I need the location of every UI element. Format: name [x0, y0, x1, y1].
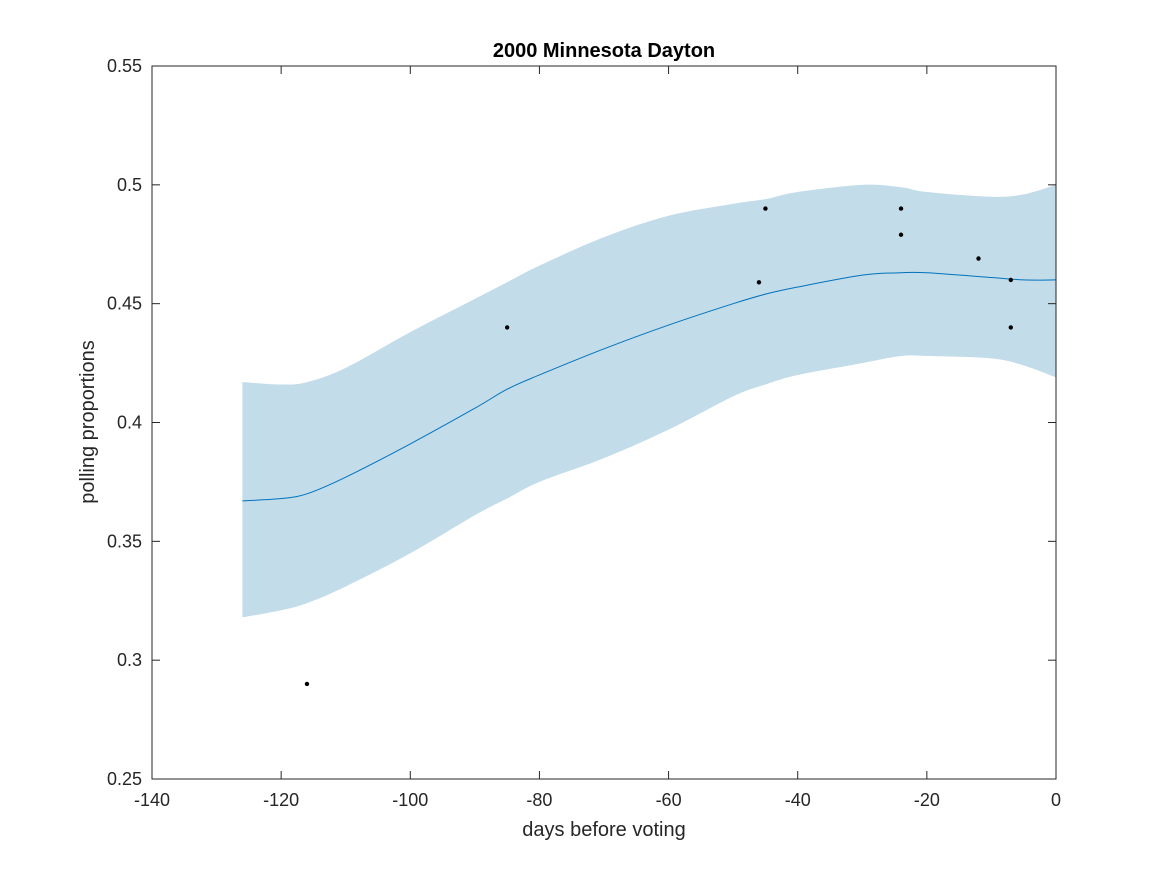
- x-tick-label: -120: [263, 790, 299, 810]
- y-tick-label: 0.45: [107, 294, 142, 314]
- poll-point: [756, 280, 762, 285]
- chart-title: 2000 Minnesota Dayton: [493, 40, 715, 62]
- poll-point: [1008, 325, 1013, 330]
- y-axis: 0.25 0.3 0.35 0.4 0.45 0.5 0.55: [107, 56, 1056, 789]
- poll-point: [976, 256, 981, 261]
- poll-point: [763, 206, 768, 211]
- x-axis-label: days before voting: [522, 819, 685, 841]
- poll-point: [898, 232, 904, 237]
- x-axis: -140 -120 -100 -80 -60 -40 -20 0: [134, 66, 1061, 810]
- y-tick-label: 0.35: [107, 531, 142, 551]
- y-tick-label: 0.5: [117, 175, 142, 195]
- y-tick-label: 0.4: [117, 413, 142, 433]
- poll-point: [304, 681, 310, 687]
- x-tick-label: -140: [134, 790, 170, 810]
- fit-line: [242, 271, 1057, 502]
- x-tick-label: -40: [785, 790, 811, 810]
- poll-point: [898, 206, 904, 211]
- poll-point: [1008, 277, 1013, 283]
- x-tick-label: -100: [392, 790, 428, 810]
- x-tick-label: -20: [914, 790, 940, 810]
- confidence-band: [242, 184, 1056, 618]
- x-tick-label: 0: [1051, 790, 1061, 810]
- y-tick-label: 0.3: [117, 650, 142, 670]
- x-tick-label: -80: [526, 790, 552, 810]
- confidence-band-layer: [242, 184, 1056, 618]
- poll-point: [504, 325, 510, 330]
- poll-points-layer: [304, 206, 1013, 687]
- y-tick-label: 0.55: [107, 56, 142, 76]
- x-tick-label: -60: [656, 790, 682, 810]
- y-tick-label: 0.25: [107, 769, 142, 789]
- fit-line-layer: [242, 271, 1057, 502]
- y-axis-label: polling proportions: [77, 340, 99, 503]
